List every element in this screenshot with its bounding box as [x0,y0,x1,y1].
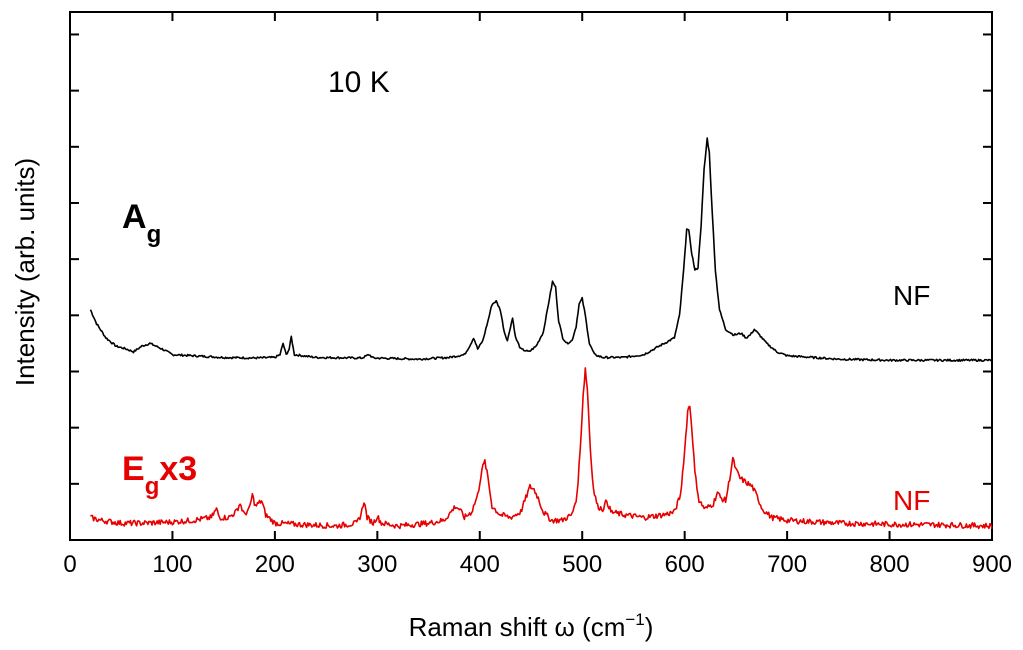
notch-filter-label: NF [893,280,930,311]
series-line-eg [90,367,993,530]
x-tick-label: 0 [63,551,76,578]
temperature-annotation: 10 K [328,66,390,99]
notch-filter-label: NF [893,485,930,516]
x-tick-label: 500 [562,551,602,578]
x-axis-title: Raman shift ω (cm−1) [409,610,654,642]
x-tick-label: 900 [972,551,1012,578]
x-tick-label: 700 [767,551,807,578]
x-tick-label: 300 [357,551,397,578]
x-tick-label: 100 [152,551,192,578]
series-layer: Ag NF Egx3 NF [89,137,993,530]
x-tick-label: 400 [460,551,500,578]
series-label-eg: Egx3 [122,450,197,500]
plot-frame [69,11,993,541]
x-axis-ticks [69,12,993,540]
x-tick-label: 600 [665,551,705,578]
x-tick-label: 200 [255,551,295,578]
series-label-ag: Ag [122,198,161,248]
x-axis-tick-labels: 0 100 200 300 400 500 600 700 800 900 [63,551,1012,578]
y-axis-ticks [70,33,992,485]
x-tick-label: 800 [870,551,910,578]
series-line-ag [89,137,993,363]
y-axis-title: Intensity (arb. units) [10,158,40,386]
